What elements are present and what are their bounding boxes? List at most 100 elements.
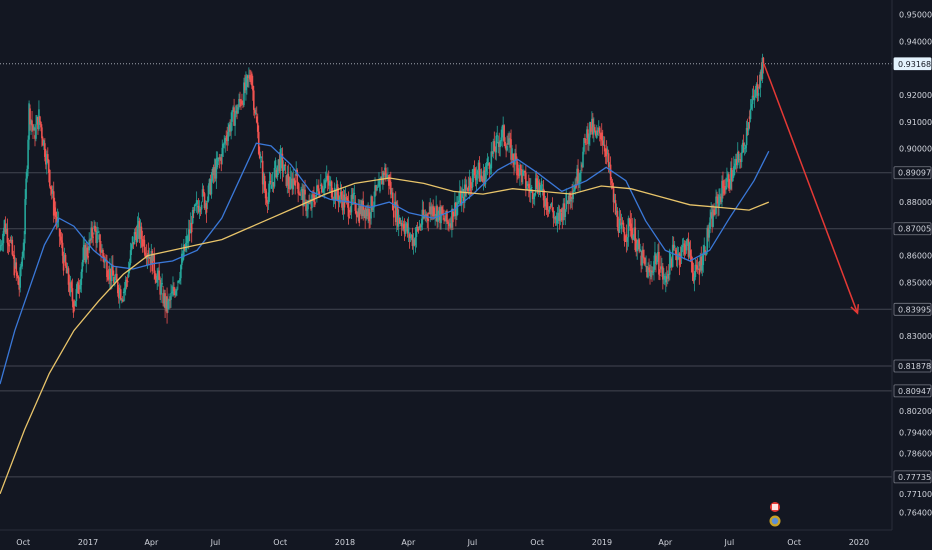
candle-92-4 [452,208,454,230]
candle-140-0 [684,240,687,256]
candle-108-1 [527,174,530,198]
level-tag-3: 0.83995 [893,302,932,316]
candle-151-0 [738,153,741,169]
candle-109-4 [535,170,538,190]
candle-117-3 [574,178,576,195]
candle-117-0 [571,184,573,210]
candle-32-4 [156,268,159,290]
candle-39-0 [186,234,189,249]
candle-9-4 [43,139,45,150]
candle-12-2 [55,211,58,230]
time-tick-label: 2019 [592,538,612,547]
candle-154-1 [754,85,757,98]
candle-140-1 [685,239,688,254]
candle-48-1 [232,105,234,112]
time-axis[interactable]: Oct 2017 Apr Jul Oct 2018 Apr Jul Oct 2019 Apr Jul O… [16,538,869,547]
candle-130-0 [635,238,638,257]
candle-149-1 [730,161,732,191]
globe-event-icon[interactable] [769,515,781,527]
candle-102-2 [499,140,502,157]
candle-29-3 [140,222,143,248]
candle-14-4 [67,266,70,292]
candle-16-3 [76,281,79,294]
candle-118-1 [577,159,579,191]
candle-128-3 [628,217,631,227]
candle-107-4 [526,181,528,191]
candle-77-2 [376,184,378,192]
candle-36-2 [174,287,176,298]
candle-55-3 [268,171,271,202]
candle-2-2 [6,218,9,254]
candle-4-4 [18,277,21,297]
candle-41-1 [197,198,200,214]
candle-29-0 [137,212,140,239]
level-tag-4: 0.81878 [893,359,932,373]
candle-109-3 [534,171,537,196]
candle-40-3 [194,202,197,207]
candle-126-4 [619,210,622,226]
candle-43-1 [207,183,210,203]
candle-58-2 [282,160,285,178]
candle-66-0 [320,174,322,190]
time-tick-label: Oct [530,538,544,547]
candle-31-1 [148,247,151,259]
candle-41-4 [200,201,203,215]
candle-123-4 [604,148,607,164]
candle-74-2 [361,198,364,219]
candle-96-4 [471,168,474,191]
candle-124-1 [606,146,609,163]
candle-54-1 [261,150,264,194]
candle-53-1 [256,113,259,139]
event-icons[interactable] [769,502,781,527]
candle-101-4 [496,125,499,144]
candle-8-2 [36,115,38,125]
candle-2-1 [5,223,8,235]
candle-44-2 [213,158,216,183]
candle-8-1 [35,114,37,142]
candle-49-3 [239,91,241,108]
candle-130-3 [638,238,640,254]
candle-21-0 [98,230,100,243]
candle-100-2 [489,164,492,175]
candle-125-3 [613,193,616,204]
candle-13-2 [60,232,63,249]
price-tick-label: 0.78600 [899,450,932,459]
candle-97-2 [474,167,477,187]
candle-15-2 [70,280,73,292]
price-axis[interactable]: 0.95000 0.94000 0.92000 0.91000 0.90000 0.880… [899,11,932,518]
candle-60-1 [291,172,294,196]
candle-91-4 [447,220,449,231]
candle-106-1 [518,168,520,179]
candle-105-0 [512,153,514,168]
candle-107-2 [524,170,526,180]
candle-139-2 [681,238,684,253]
candle-57-0 [275,167,278,179]
candle-32-3 [155,273,158,283]
candle-83-4 [407,216,410,243]
candle-50-3 [244,74,246,94]
candle-138-1 [675,247,678,267]
candle-6-2 [26,165,28,183]
candle-44-3 [214,159,217,182]
candle-142-0 [694,258,697,280]
arrow-shaft [763,63,859,314]
candle-14-2 [65,262,68,274]
candle-47-3 [229,119,231,136]
candle-24-1 [114,274,116,287]
candle-145-2 [711,204,713,233]
candle-60-4 [294,174,296,195]
candle-96-0 [467,176,470,195]
candle-2-0 [4,216,7,235]
candle-23-3 [111,255,113,290]
candle-135-3 [663,268,665,285]
flag-event-icon[interactable] [770,502,780,512]
candle-102-1 [498,132,501,157]
candle-26-2 [124,275,127,296]
candle-99-4 [486,153,489,176]
candle-72-1 [350,187,353,219]
candle-34-4 [166,287,168,324]
candle-3-4 [13,245,16,278]
candle-10-1 [45,148,47,170]
